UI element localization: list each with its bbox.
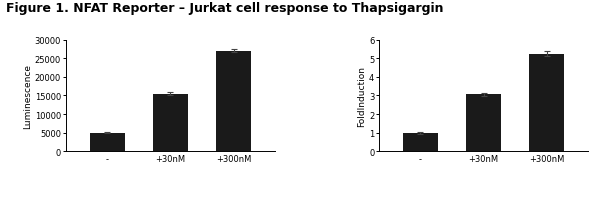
Bar <box>466 95 501 152</box>
Bar <box>403 133 438 152</box>
Bar <box>529 54 564 152</box>
Y-axis label: Luminescence: Luminescence <box>23 64 32 128</box>
Text: Figure 1. NFAT Reporter – Jurkat cell response to Thapsigargin: Figure 1. NFAT Reporter – Jurkat cell re… <box>6 2 443 15</box>
Bar <box>90 133 125 152</box>
Bar <box>153 94 188 152</box>
Bar <box>216 52 251 152</box>
Y-axis label: FoldInduction: FoldInduction <box>357 66 366 126</box>
